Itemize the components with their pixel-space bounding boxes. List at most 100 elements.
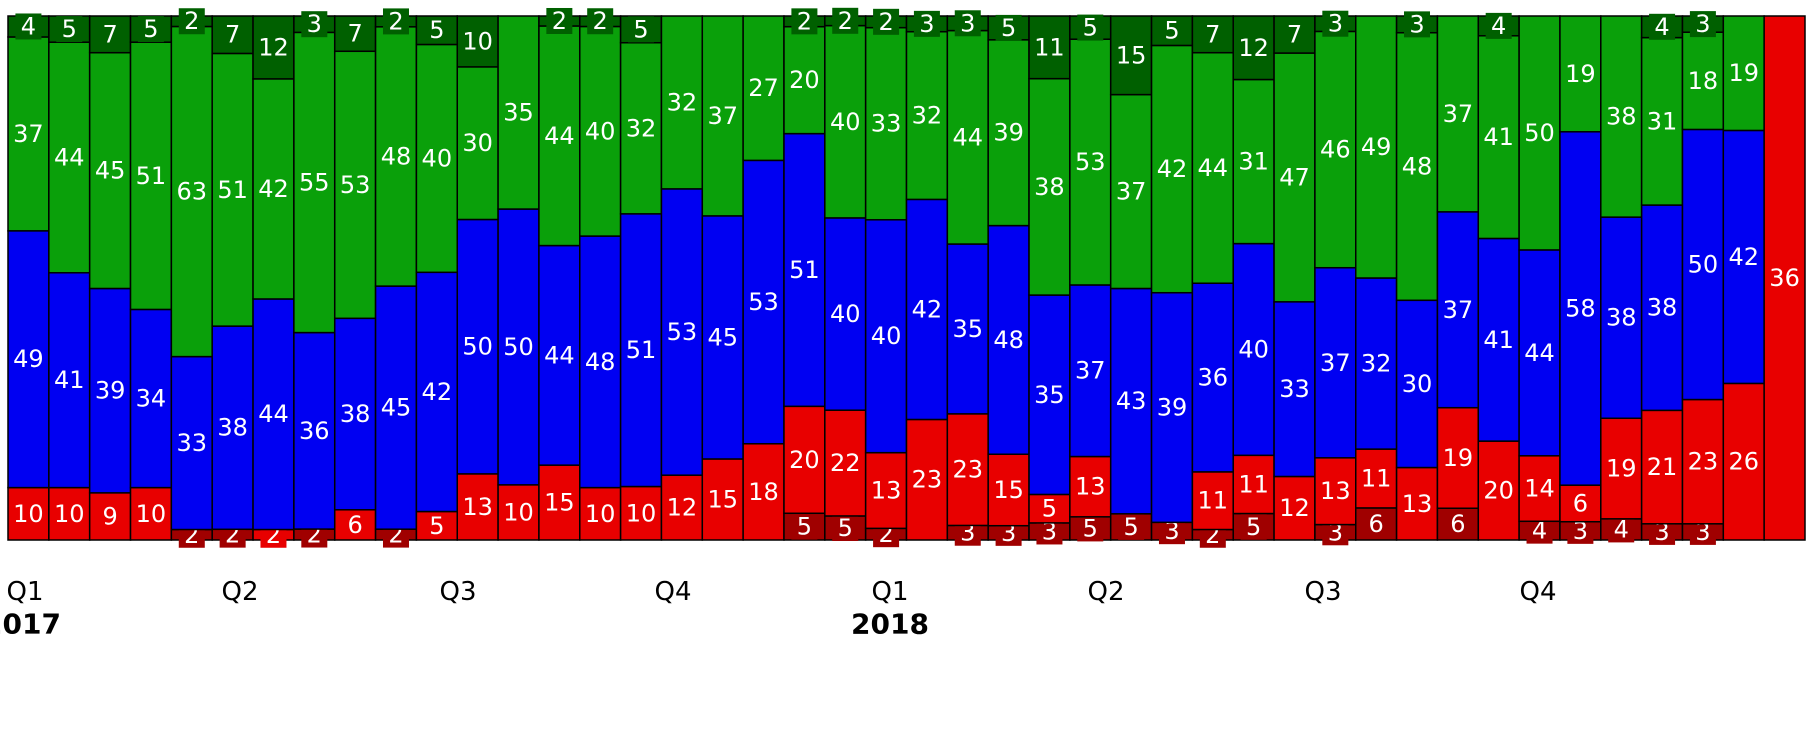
- data-label-green-22: 33: [871, 110, 902, 138]
- bar-segment-green-34: [1355, 15, 1398, 279]
- bar-segment-red-37: [1477, 440, 1520, 541]
- data-label-blue-37: 41: [1483, 326, 1514, 354]
- data-label-red-16: 10: [626, 499, 657, 527]
- data-label-badge-dark-red-20: [791, 513, 818, 540]
- data-label-blue-14: 44: [544, 341, 575, 369]
- data-label-dark-green-9: 7: [348, 20, 363, 48]
- data-label-red-4: 10: [136, 500, 167, 528]
- bar-segment-dark-red-34: [1355, 507, 1398, 541]
- bar-segment-green-36: [1436, 15, 1480, 213]
- bar-segment-red-39: [1559, 484, 1602, 523]
- data-label-badge-dark-green-22: [873, 8, 900, 35]
- bar-segment-blue-12: [456, 218, 499, 475]
- data-label-badge-dark-green-33: [1322, 10, 1349, 37]
- bar-segment-blue-38: [1518, 249, 1561, 457]
- bar-segment-red-17: [660, 474, 704, 541]
- data-label-dark-red-20: 5: [797, 513, 812, 541]
- data-label-red-39: 6: [1573, 489, 1588, 517]
- data-label-green-1: 37: [13, 120, 44, 148]
- bar-segment-red-36: [1436, 406, 1480, 509]
- data-label-green-25: 39: [993, 119, 1024, 147]
- data-label-green-39: 19: [1565, 60, 1596, 88]
- data-label-dark-green-41: 4: [1654, 13, 1669, 41]
- bar-segment-red-20: [783, 405, 826, 515]
- data-label-red-19: 18: [748, 478, 779, 506]
- data-label-dark-red-26: 3: [1042, 517, 1057, 545]
- data-label-dark-green-30: 7: [1205, 20, 1220, 48]
- data-label-badge-dark-green-23: [913, 10, 940, 37]
- data-label-green-26: 38: [1034, 173, 1065, 201]
- bar-segment-green-7: [252, 78, 295, 300]
- data-label-green-35: 48: [1402, 153, 1433, 181]
- data-label-badge-dark-red-21: [832, 514, 859, 541]
- data-label-red-35: 13: [1402, 490, 1433, 518]
- data-label-blue-33: 37: [1320, 349, 1351, 377]
- data-label-green-43: 19: [1728, 59, 1759, 87]
- x-year-label-2017: 2017: [0, 608, 61, 641]
- data-label-blue-32: 33: [1279, 375, 1310, 403]
- data-label-blue-34: 32: [1361, 350, 1392, 378]
- data-label-dark-red-27: 5: [1083, 514, 1098, 542]
- bar-segment-green-5: [170, 25, 213, 358]
- data-label-red-36: 19: [1443, 444, 1474, 472]
- bar-segment-green-26: [1028, 77, 1071, 296]
- data-label-blue-8: 36: [299, 417, 330, 445]
- data-label-dark-green-21: 2: [838, 7, 853, 35]
- data-label-green-42: 18: [1688, 67, 1719, 95]
- data-label-green-38: 50: [1524, 119, 1555, 147]
- data-label-dark-green-33: 3: [1328, 10, 1343, 38]
- data-label-dark-green-35: 3: [1409, 10, 1424, 38]
- data-label-green-41: 31: [1647, 107, 1678, 135]
- bar-segment-green-15: [579, 25, 622, 237]
- data-label-red-31: 11: [1238, 470, 1269, 498]
- bar-segment-green-13: [497, 15, 540, 210]
- data-label-blue-24: 35: [952, 315, 983, 343]
- data-label-red-41: 21: [1647, 453, 1678, 481]
- bar-segment-blue-34: [1355, 277, 1398, 450]
- data-label-badge-dark-green-15: [587, 8, 614, 35]
- data-label-blue-42: 50: [1688, 250, 1719, 278]
- data-label-dark-red-40: 4: [1614, 515, 1629, 543]
- data-label-blue-28: 43: [1116, 387, 1147, 415]
- data-label-blue-36: 37: [1443, 296, 1474, 324]
- bar-segment-blue-15: [579, 235, 622, 489]
- data-label-blue-20: 51: [789, 256, 820, 284]
- bar-segment-green-21: [824, 24, 867, 219]
- bar-segment-red-14: [538, 464, 581, 541]
- data-label-dark-green-1: 4: [21, 12, 36, 40]
- bar-segment-blue-41: [1640, 204, 1684, 412]
- data-label-blue-11: 42: [422, 378, 453, 406]
- data-label-dark-green-28: 15: [1116, 41, 1147, 69]
- data-label-green-14: 44: [544, 122, 575, 150]
- data-label-badge-dark-green-27: [1077, 14, 1104, 41]
- bar-segment-red-13: [497, 484, 540, 541]
- data-label-blue-4: 34: [136, 385, 167, 413]
- data-label-badge-dark-green-25: [995, 14, 1022, 41]
- data-label-blue-19: 53: [748, 288, 779, 316]
- data-label-green-6: 51: [217, 176, 248, 204]
- data-label-blue-12: 50: [462, 333, 493, 361]
- bar-segment-green-38: [1518, 15, 1561, 251]
- data-label-blue-21: 40: [830, 300, 861, 328]
- data-label-green-28: 37: [1116, 178, 1147, 206]
- data-label-blue-30: 36: [1198, 364, 1229, 392]
- bar-segment-dark-green-29: [1150, 15, 1194, 47]
- bar-segment-blue-43: [1722, 129, 1765, 385]
- bar-segment-green-23: [905, 30, 949, 201]
- bar-segment-blue-25: [987, 224, 1030, 455]
- data-label-blue-38: 44: [1524, 339, 1555, 367]
- data-label-dark-green-3: 7: [102, 20, 117, 48]
- data-label-green-33: 46: [1320, 136, 1351, 164]
- data-label-blue-41: 38: [1647, 294, 1678, 322]
- data-label-blue-31: 40: [1238, 335, 1269, 363]
- bar-segment-blue-16: [619, 213, 663, 488]
- x-tick-label-6: Q2: [1087, 577, 1124, 607]
- data-label-dark-green-37: 4: [1491, 12, 1506, 40]
- data-label-blue-17: 53: [667, 318, 698, 346]
- data-label-badge-dark-green-10: [382, 8, 409, 35]
- data-label-badge-dark-green-21: [832, 7, 859, 34]
- data-label-green-23: 32: [912, 102, 943, 130]
- data-label-dark-green-5: 2: [184, 7, 199, 35]
- data-label-red-11: 5: [429, 512, 444, 540]
- bar-segment-dark-green-32: [1273, 15, 1316, 54]
